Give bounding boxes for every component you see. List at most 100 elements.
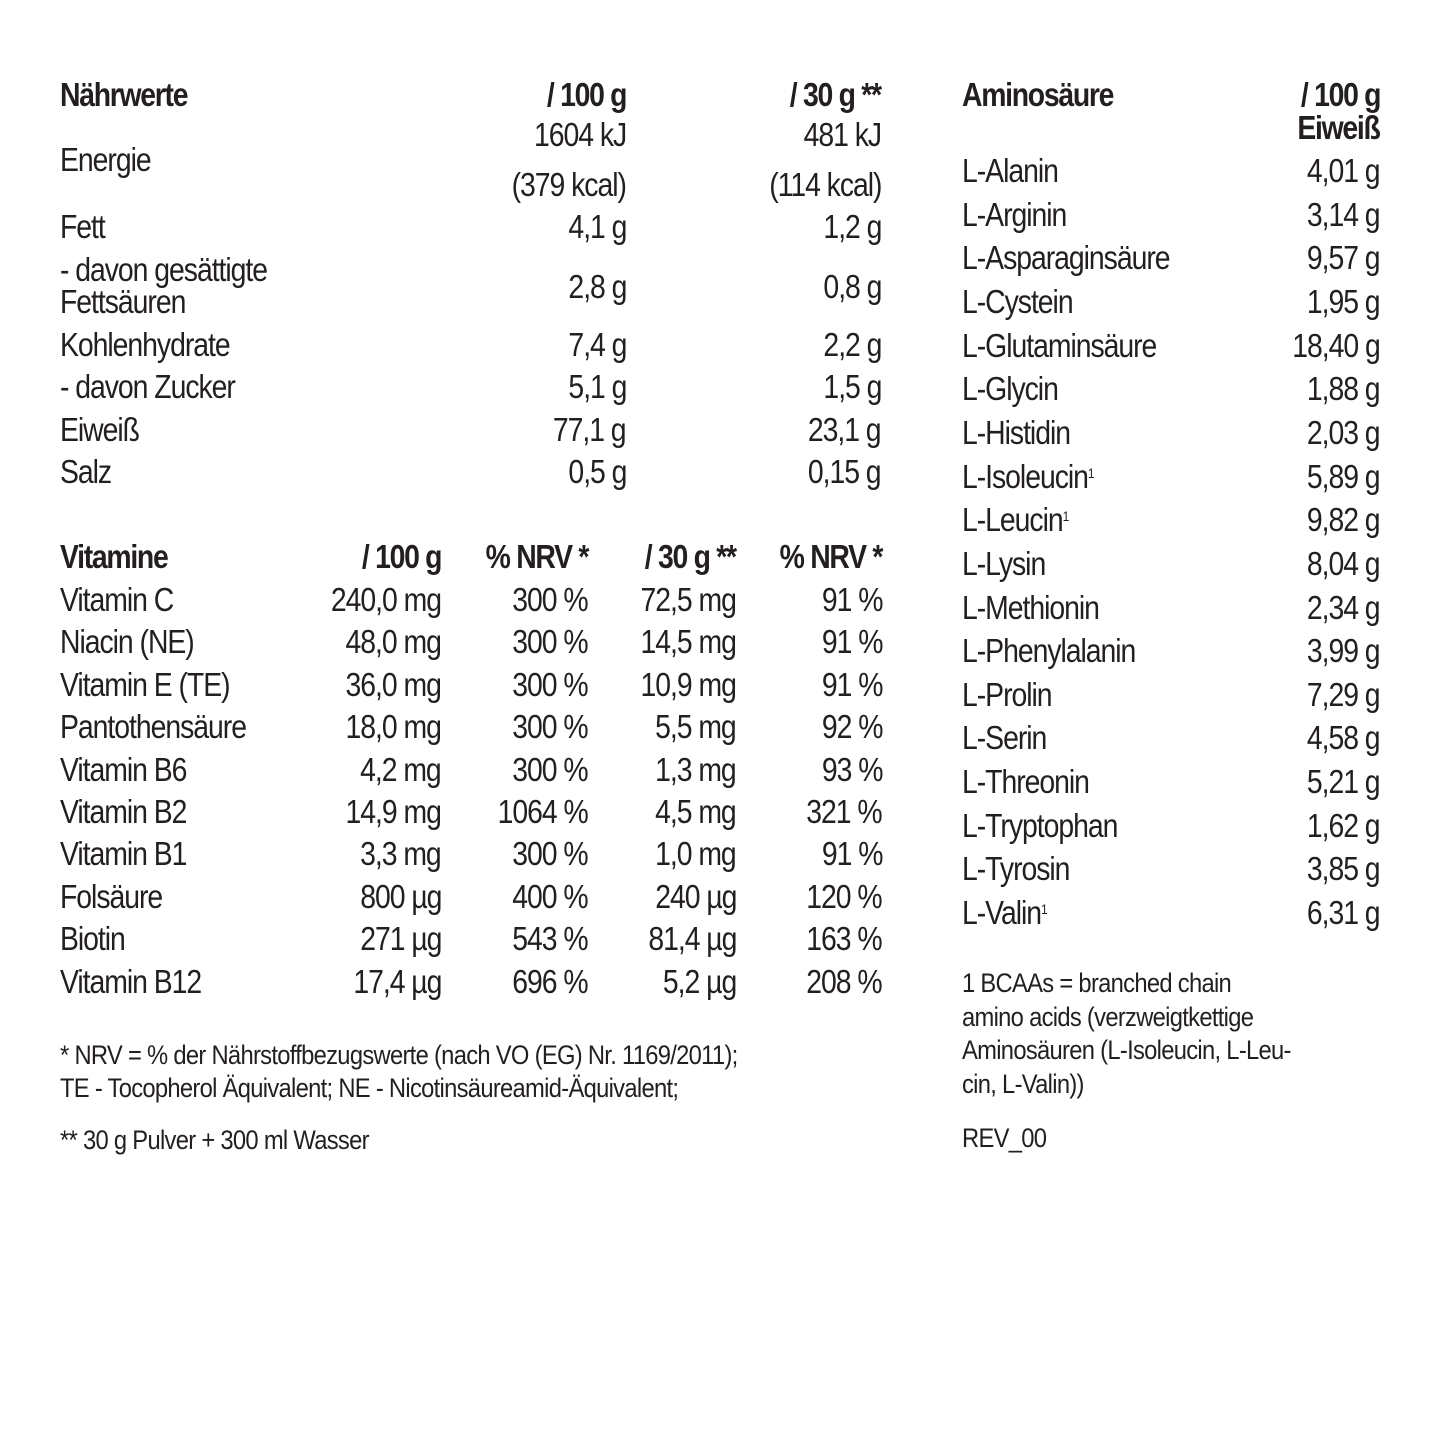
vitamin-value: 321 %	[807, 794, 883, 830]
vitamin-value: 543 %	[513, 921, 589, 957]
vitamin-value: 10,9 mg	[641, 666, 737, 703]
vitamin-value: 91 %	[821, 665, 883, 703]
nutrient-per100-text: 4,1 g	[568, 208, 627, 245]
vitamin-value: 5,2 µg	[663, 963, 737, 1000]
vitamin-value-text: 4,2 mg	[360, 750, 442, 788]
nutrient-label-text: Kohlenhydrate	[60, 326, 231, 363]
amino-value-text: 2,34 g	[1307, 588, 1381, 626]
nutrient-label: Kohlenhydrate	[60, 326, 231, 363]
amino-name: L-Cystein	[962, 283, 1074, 320]
nutrition-header-per100: / 100 g	[547, 77, 628, 113]
energy-kcal-30-text: (114 kcal)	[768, 166, 882, 203]
nutrition-header-per30-text: / 30 g **	[790, 76, 882, 113]
vitamin-value-text: 92 %	[821, 708, 883, 746]
bcaa-footnote: amino acids (verzweigtkettige	[962, 1001, 1254, 1032]
nutrient-per30: 1,2 g	[823, 209, 882, 245]
amino-header-per100-text: / 100 g	[1300, 76, 1382, 113]
vitamin-value: 300 %	[513, 751, 589, 788]
nutrient-per100: 77,1 g	[553, 412, 627, 448]
vitamin-value-text: 300 %	[512, 581, 589, 618]
saturated-per30: 0,8 g	[823, 269, 882, 305]
vitamin-name: Vitamin C	[60, 581, 174, 618]
vitamin-value: 14,5 mg	[640, 623, 737, 661]
energy-kcal-30: (114 kcal)	[768, 166, 882, 203]
amino-name-text: L-Isoleucin	[962, 457, 1089, 495]
amino-name-text: L-Tryptophan	[962, 806, 1118, 844]
amino-name: L-Leucin1	[962, 502, 1069, 538]
amino-value-text: 4,58 g	[1307, 719, 1381, 757]
vitamin-value-text: 72,5 mg	[640, 581, 737, 618]
saturated-per100: 2,8 g	[568, 269, 627, 305]
amino-header: Aminosäure	[962, 76, 1114, 113]
amino-value: 7,29 g	[1307, 675, 1381, 713]
amino-name: L-Tryptophan	[962, 806, 1118, 844]
amino-header-text: Aminosäure	[962, 76, 1114, 113]
bcaa-footnote-text: amino acids (verzweigtkettige	[962, 1001, 1254, 1032]
amino-value-text: 1,95 g	[1307, 282, 1381, 320]
nutrient-label: Fett	[60, 209, 106, 245]
nutrient-per30: 2,2 g	[823, 327, 882, 363]
saturated-label-2: Fettsäuren	[60, 283, 186, 320]
nutrition-header: Nährwerte	[60, 77, 188, 113]
vitamin-value: 14,9 mg	[346, 794, 442, 830]
nutrient-per100: 5,1 g	[568, 369, 627, 405]
vitamin-value-text: 91 %	[821, 665, 883, 703]
amino-name-text: L-Threonin	[962, 763, 1090, 801]
amino-name-text: L-Valin	[962, 894, 1042, 932]
amino-value-text: 9,82 g	[1307, 501, 1381, 539]
vitamin-name-text: Vitamin B1	[60, 835, 187, 873]
vitamin-value-text: 300 %	[512, 623, 589, 661]
saturated-label-text: - davon gesättigte	[60, 251, 268, 288]
amino-header-protein-text: Eiweiß	[1297, 109, 1381, 146]
vitamin-name-text: Vitamin C	[60, 581, 174, 618]
vitamin-value: 4,2 mg	[360, 750, 442, 788]
energy-kj-100-text: 1604 kJ	[533, 116, 627, 153]
nutrient-label: - davon Zucker	[60, 369, 236, 405]
amino-name: L-Tyrosin	[962, 851, 1070, 887]
vitamin-value: 3,3 mg	[360, 836, 442, 872]
vitamin-value-text: 696 %	[512, 962, 589, 1000]
energy-kj-100: 1604 kJ	[533, 116, 627, 153]
vitamin-name: Vitamin B2	[60, 794, 187, 830]
amino-value-text: 7,29 g	[1307, 675, 1381, 713]
vitamin-header-1: / 100 g	[362, 539, 443, 575]
serving-note-text: ** 30 g Pulver + 300 ml Wasser	[60, 1125, 370, 1155]
vitamin-header-0: Vitamine	[60, 539, 169, 575]
vitamin-value: 240,0 mg	[330, 581, 442, 618]
vitamin-value-text: 240,0 mg	[330, 581, 442, 618]
vitamin-header-3-text: / 30 g **	[645, 538, 737, 575]
saturated-label-2-text: Fettsäuren	[60, 283, 186, 320]
vitamin-name: Vitamin B6	[60, 751, 187, 788]
vitamin-value: 81,4 µg	[648, 921, 737, 957]
amino-value: 5,89 g	[1307, 458, 1381, 495]
vitamin-value: 240 µg	[655, 878, 737, 915]
vitamin-value-text: 93 %	[821, 750, 883, 788]
nutrition-header-per30: / 30 g **	[790, 76, 882, 113]
nutrient-per100: 7,4 g	[568, 327, 627, 363]
nutrient-label: Eiweiß	[60, 412, 140, 448]
vitamin-value-text: 91 %	[821, 623, 883, 661]
vitamin-value-text: 800 µg	[359, 877, 442, 915]
amino-name-text: L-Prolin	[962, 675, 1053, 713]
vitamin-value: 91 %	[821, 623, 883, 661]
amino-value-text: 2,03 g	[1307, 413, 1381, 451]
amino-value: 3,99 g	[1307, 633, 1381, 669]
amino-value: 9,57 g	[1307, 240, 1381, 276]
energy-kj-30-text: 481 kJ	[803, 116, 882, 153]
vitamin-value-text: 120 %	[806, 877, 883, 915]
vitamin-value: 1,0 mg	[655, 836, 737, 872]
amino-value: 3,14 g	[1307, 196, 1381, 233]
energy-kj-30: 481 kJ	[803, 116, 882, 153]
amino-name-text: L-Serin	[962, 719, 1047, 757]
vitamin-value-text: 14,5 mg	[640, 623, 737, 661]
nutrient-per100: 4,1 g	[568, 208, 627, 245]
vitamin-value: 18,0 mg	[346, 709, 442, 745]
vitamin-value-text: 1,3 mg	[655, 750, 737, 788]
amino-name-text: L-Arginin	[962, 195, 1067, 233]
energy-label-text: Energie	[60, 141, 152, 178]
vitamin-name: Vitamin B12	[60, 963, 202, 1000]
nutrient-per30-text: 1,5 g	[823, 368, 882, 405]
amino-value-text: 8,04 g	[1307, 544, 1381, 582]
nrv-footnote-text: * NRV = % der Nährstoffbezugswerte (nach…	[60, 1040, 738, 1070]
vitamin-name: Folsäure	[60, 878, 163, 915]
